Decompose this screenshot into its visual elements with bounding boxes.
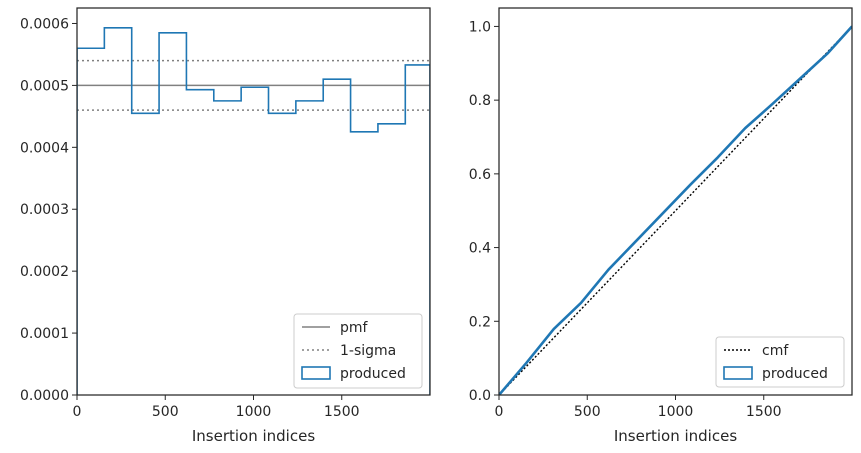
y-tick-label: 0.0004 <box>20 140 69 156</box>
histogram-bin <box>104 28 131 395</box>
x-tick-label: 500 <box>574 404 601 420</box>
x-axis-label: Insertion indices <box>614 427 737 445</box>
histogram-bin <box>214 101 241 395</box>
histogram-bin <box>186 90 213 395</box>
y-tick-label: 0.8 <box>469 93 491 109</box>
legend-label: cmf <box>762 343 789 359</box>
produced-line <box>499 25 852 395</box>
legend-label: 1-sigma <box>340 343 396 359</box>
left-histogram-panel: 0 500 1000 1500 0.0000 0.0001 0.0002 0.0003 0.00… <box>20 7 431 445</box>
x-tick-label: 1000 <box>236 404 272 420</box>
x-tick-label: 1000 <box>658 404 694 420</box>
y-tick-label: 0.0005 <box>20 78 69 94</box>
cmf-line <box>499 25 852 395</box>
y-tick-label: 0.0001 <box>20 326 69 342</box>
x-tick-label: 500 <box>152 404 179 420</box>
plot-area <box>499 25 852 395</box>
histogram-bin <box>77 48 104 395</box>
histogram-bin <box>241 87 268 395</box>
y-tick-label: 0.0006 <box>20 16 69 32</box>
x-tick-label: 0 <box>73 404 82 420</box>
histogram-bin <box>132 113 159 395</box>
legend-label: produced <box>762 366 828 382</box>
legend: pmf 1-sigma produced <box>293 313 423 389</box>
legend-box <box>293 313 423 389</box>
y-tick-label: 0.0 <box>469 388 491 404</box>
y-tick-label: 0.0003 <box>20 202 69 218</box>
x-tick-label: 1500 <box>746 404 782 420</box>
y-tick-label: 0.4 <box>469 241 491 257</box>
y-tick-label: 0.0000 <box>20 388 69 404</box>
y-tick-label: 0.2 <box>469 314 491 330</box>
y-tick-label: 0.0002 <box>20 264 69 280</box>
produced-histogram <box>77 27 430 395</box>
x-tick-label: 0 <box>495 404 504 420</box>
legend-marker-produced <box>723 366 753 380</box>
histogram-bin <box>269 113 296 395</box>
histogram-bin <box>159 33 186 395</box>
plot-area <box>77 27 430 395</box>
x-axis-label: Insertion indices <box>192 427 315 445</box>
legend: cmf produced <box>715 336 845 388</box>
x-tick-label: 1500 <box>324 404 360 420</box>
legend-label: produced <box>340 366 406 382</box>
right-cdf-panel: 0 500 1000 1500 0.0 0.2 0.4 0.6 0.8 1.0 Insertion … <box>469 7 853 445</box>
legend-label: pmf <box>340 320 369 336</box>
y-tick-label: 0.6 <box>469 167 491 183</box>
legend-marker-produced <box>301 366 331 380</box>
y-tick-label: 1.0 <box>469 19 491 35</box>
